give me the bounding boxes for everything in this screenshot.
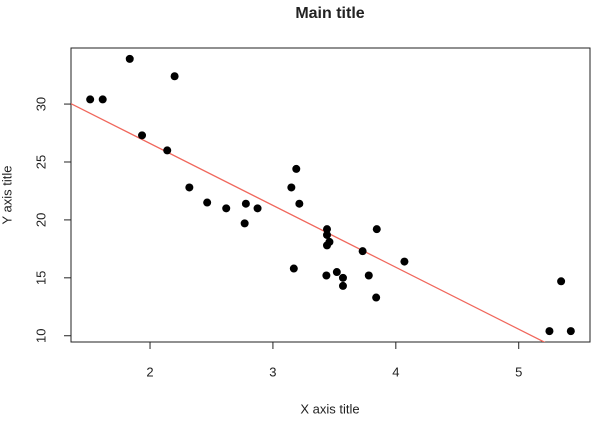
- point: [364, 271, 373, 280]
- x-tick-label: 4: [392, 364, 399, 379]
- point: [322, 230, 331, 239]
- point: [125, 54, 134, 63]
- point: [338, 273, 347, 282]
- plot-box: [70, 47, 591, 343]
- y-axis-title: Y axis title: [0, 165, 14, 224]
- point: [372, 225, 381, 234]
- x-axis-title: X axis title: [300, 401, 359, 416]
- point: [358, 247, 367, 256]
- point: [287, 183, 296, 192]
- point: [289, 264, 298, 273]
- point: [295, 199, 304, 208]
- y-tick-label: 20: [33, 213, 48, 227]
- point: [241, 199, 250, 208]
- point: [170, 72, 179, 81]
- chart-title: Main title: [295, 5, 364, 22]
- y-tick-label: 15: [33, 271, 48, 285]
- point: [322, 225, 331, 234]
- point: [332, 268, 341, 277]
- point: [98, 95, 107, 104]
- point: [545, 327, 554, 336]
- point: [338, 281, 347, 290]
- point: [86, 95, 95, 104]
- point: [253, 204, 262, 213]
- x-tick-label: 2: [146, 364, 153, 379]
- point: [566, 327, 575, 336]
- point: [322, 271, 331, 280]
- point: [292, 164, 301, 173]
- point: [163, 146, 172, 155]
- point: [372, 293, 381, 302]
- point: [138, 131, 147, 140]
- x-tick-label: 3: [269, 364, 276, 379]
- point: [185, 183, 194, 192]
- point: [203, 198, 212, 207]
- point: [222, 204, 231, 213]
- y-tick-label: 10: [33, 329, 48, 343]
- point: [400, 257, 409, 266]
- y-tick-label: 25: [33, 155, 48, 169]
- point: [322, 241, 331, 250]
- point: [240, 219, 249, 228]
- x-tick-label: 5: [515, 364, 522, 379]
- y-tick-label: 30: [33, 97, 48, 111]
- point: [557, 277, 566, 286]
